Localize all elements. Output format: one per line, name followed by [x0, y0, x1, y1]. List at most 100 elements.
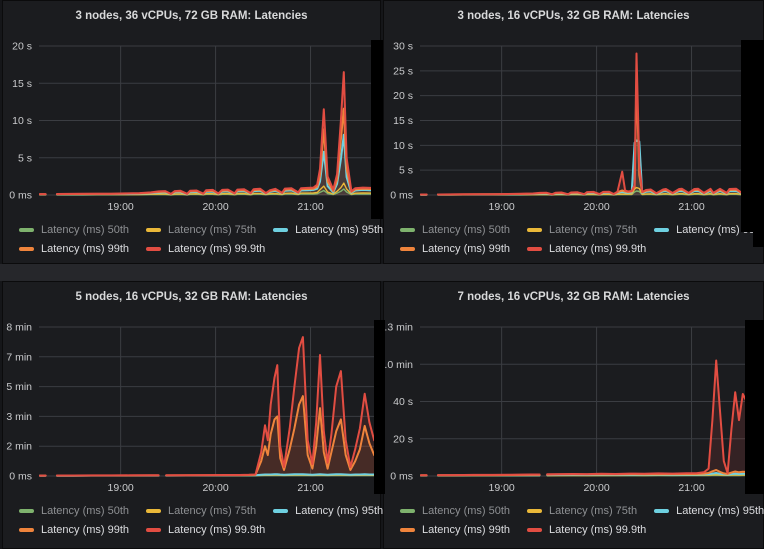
legend-swatch-icon [19, 528, 34, 532]
legend-item[interactable]: Latency (ms) 99.9th [146, 243, 265, 255]
y-tick-label: 7 min [6, 351, 32, 363]
y-tick-label: 1.3 min [384, 322, 413, 334]
legend-label: Latency (ms) 99th [422, 524, 511, 536]
y-tick-label: 5 s [18, 152, 32, 164]
x-tick-label: 20:00 [202, 201, 228, 213]
legend-row: Latency (ms) 50th Latency (ms) 75th Latenc… [19, 221, 383, 239]
legend-row: Latency (ms) 99th Latency (ms) 99.9th [400, 521, 759, 539]
y-tick-label: 10 s [393, 140, 413, 152]
legend-row: Latency (ms) 99th Latency (ms) 99.9th [19, 240, 376, 258]
legend-label: Latency (ms) 99.9th [168, 243, 266, 255]
y-tick-label: 1.0 min [384, 359, 413, 371]
gridlines [420, 45, 758, 196]
latency-panel: 3 nodes, 36 vCPUs, 72 GB RAM: Latencies 0… [2, 0, 383, 264]
legend-item[interactable]: Latency (ms) 99.9th [146, 524, 265, 536]
series-area [57, 72, 377, 195]
panel-title[interactable]: 3 nodes, 36 vCPUs, 72 GB RAM: Latencies [75, 10, 308, 22]
x-tick-label: 19:00 [108, 482, 134, 494]
legend-item[interactable]: Latency (ms) 99th [19, 524, 129, 536]
y-tick-label: 20 s [393, 90, 413, 102]
legend-swatch-icon [400, 247, 415, 251]
legend-item[interactable]: Latency (ms) 95th [273, 224, 383, 236]
legend-label: Latency (ms) 99th [422, 243, 511, 255]
legend-row: Latency (ms) 99th Latency (ms) 99.9th [400, 240, 759, 258]
x-tick-label: 20:00 [583, 201, 609, 213]
chart-canvas[interactable]: 0 ms 5 s 10 s 15 s 20 s 19:00 20:00 21:00 [3, 37, 382, 215]
legend-label: Latency (ms) 95th [295, 505, 384, 517]
legend-swatch-icon [146, 509, 162, 513]
legend-item[interactable]: Latency (ms) 75th [146, 224, 256, 236]
legend-row: Latency (ms) 99th Latency (ms) 99.9th [19, 521, 376, 539]
chart-canvas[interactable]: 0 ms 20 s 40 s 1.0 min 1.3 min 19:00 20:00 21:0… [384, 318, 763, 496]
series-line [437, 473, 541, 477]
legend-item[interactable]: Latency (ms) 50th [19, 505, 129, 517]
panel-title[interactable]: 3 nodes, 16 vCPUs, 32 GB RAM: Latencies [457, 10, 690, 22]
legend-swatch-icon [19, 509, 34, 513]
legend-swatch-icon [527, 528, 543, 532]
legend-item[interactable]: Latency (ms) 99th [19, 243, 129, 255]
legend-item[interactable]: Latency (ms) 50th [19, 224, 129, 236]
legend: Latency (ms) 50th Latency (ms) 75th Latenc… [400, 221, 764, 259]
y-tick-label: 8 min [6, 322, 32, 334]
legend-item[interactable]: Latency (ms) 95th [654, 505, 764, 517]
series-plot [39, 71, 377, 196]
latency-panel: 3 nodes, 16 vCPUs, 32 GB RAM: Latencies 0… [383, 0, 764, 264]
y-tick-label: 20 s [393, 433, 413, 445]
panel-title[interactable]: 7 nodes, 16 vCPUs, 32 GB RAM: Latencies [457, 291, 690, 303]
latency-panel: 5 nodes, 16 vCPUs, 32 GB RAM: Latencies 0… [2, 281, 383, 549]
legend-item[interactable]: Latency (ms) 50th [400, 505, 510, 517]
legend-label: Latency (ms) 50th [422, 224, 511, 236]
legend: Latency (ms) 50th Latency (ms) 75th Latenc… [19, 221, 383, 259]
mask-bar [745, 320, 764, 494]
series-line [56, 71, 377, 195]
series-plot [39, 336, 376, 477]
legend-item[interactable]: Latency (ms) 50th [400, 224, 510, 236]
series-area [57, 134, 377, 195]
legend-item[interactable]: Latency (ms) 95th [273, 505, 383, 517]
panel-title[interactable]: 5 nodes, 16 vCPUs, 32 GB RAM: Latencies [75, 291, 308, 303]
row-divider [0, 264, 764, 281]
axis-labels: 0 ms 5 s 10 s 15 s 20 s 25 s 30 s 19:00 20:00 21:… [390, 41, 705, 214]
series-area [438, 53, 758, 195]
legend-row: Latency (ms) 50th Latency (ms) 75th Latenc… [19, 502, 383, 520]
series-plot [420, 52, 758, 196]
mask-bar [741, 40, 764, 232]
series-area [438, 140, 758, 195]
legend-item[interactable]: Latency (ms) 99th [400, 243, 510, 255]
chart-canvas[interactable]: 0 ms 2 min 3 min 5 min 7 min 8 min 19:00 20:00 2… [3, 318, 382, 496]
y-tick-label: 15 s [393, 115, 413, 127]
legend-swatch-icon [654, 509, 670, 513]
y-tick-label: 0 ms [390, 190, 413, 202]
legend-label: Latency (ms) 75th [168, 505, 257, 517]
series-line [437, 78, 758, 196]
legend-label: Latency (ms) 99.9th [168, 524, 266, 536]
gridlines [420, 326, 758, 477]
legend-swatch-icon [273, 228, 289, 232]
x-tick-label: 19:00 [489, 482, 515, 494]
y-tick-label: 0 ms [390, 471, 413, 483]
legend-item[interactable]: Latency (ms) 75th [527, 224, 637, 236]
y-tick-label: 0 ms [9, 471, 32, 483]
latency-panel: 7 nodes, 16 vCPUs, 32 GB RAM: Latencies 0… [383, 281, 764, 549]
y-tick-label: 30 s [393, 41, 413, 53]
legend-item[interactable]: Latency (ms) 99th [400, 524, 510, 536]
y-tick-label: 5 s [399, 165, 413, 177]
y-tick-label: 15 s [12, 78, 32, 90]
legend-item[interactable]: Latency (ms) 99.9th [527, 524, 646, 536]
series-line [56, 182, 377, 196]
y-tick-label: 5 min [6, 381, 32, 393]
legend-label: Latency (ms) 99.9th [549, 524, 647, 536]
series-area [166, 396, 375, 476]
legend-swatch-icon [273, 509, 289, 513]
legend-swatch-icon [19, 247, 34, 251]
legend-item[interactable]: Latency (ms) 75th [527, 505, 637, 517]
legend-label: Latency (ms) 99th [41, 524, 130, 536]
legend-item[interactable]: Latency (ms) 99.9th [527, 243, 646, 255]
legend-label: Latency (ms) 50th [41, 224, 130, 236]
legend-swatch-icon [400, 509, 415, 513]
legend-swatch-icon [527, 228, 543, 232]
legend-item[interactable]: Latency (ms) 75th [146, 505, 256, 517]
series-area [547, 360, 751, 476]
chart-canvas[interactable]: 0 ms 5 s 10 s 15 s 20 s 25 s 30 s 19:00 20:00 21:… [384, 37, 763, 215]
